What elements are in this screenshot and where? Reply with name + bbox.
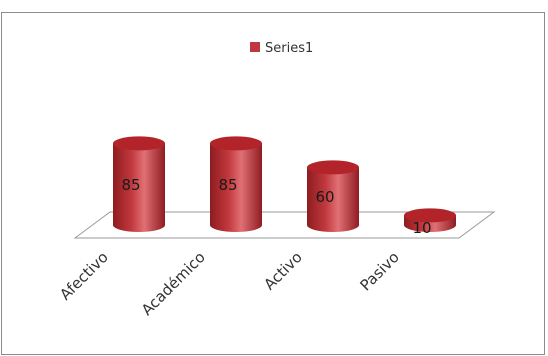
legend-label-series1: Series1 [265, 41, 313, 56]
bar-pasivo: 10 [404, 208, 456, 237]
x-tick-label: Afectivo [56, 248, 112, 304]
x-tick-label: Activo [260, 248, 306, 294]
bar-top [210, 136, 262, 151]
bar-academico: 85 [210, 136, 262, 232]
bar-afectivo: 85 [113, 136, 165, 232]
data-label: 60 [315, 188, 334, 206]
bar-series-series1: 85 85 60 10 [113, 136, 456, 237]
bar-top [113, 136, 165, 151]
bar-body [307, 167, 359, 232]
bar-body [113, 143, 165, 232]
data-label: 10 [412, 219, 431, 237]
x-tick-label: Académico [138, 248, 209, 319]
legend-swatch-series1 [250, 42, 260, 52]
bar-activo: 60 [307, 160, 359, 232]
x-axis-labels: Afectivo Académico Activo Pasivo [56, 248, 403, 319]
bar-top [307, 160, 359, 175]
data-label: 85 [121, 176, 140, 194]
x-tick-label: Pasivo [356, 248, 402, 294]
chart-area [1, 12, 545, 355]
bar-top [404, 208, 456, 223]
data-label: 85 [218, 176, 237, 194]
legend: Series1 [250, 41, 313, 56]
chart-floor [73, 211, 496, 239]
bar-body [210, 143, 262, 232]
